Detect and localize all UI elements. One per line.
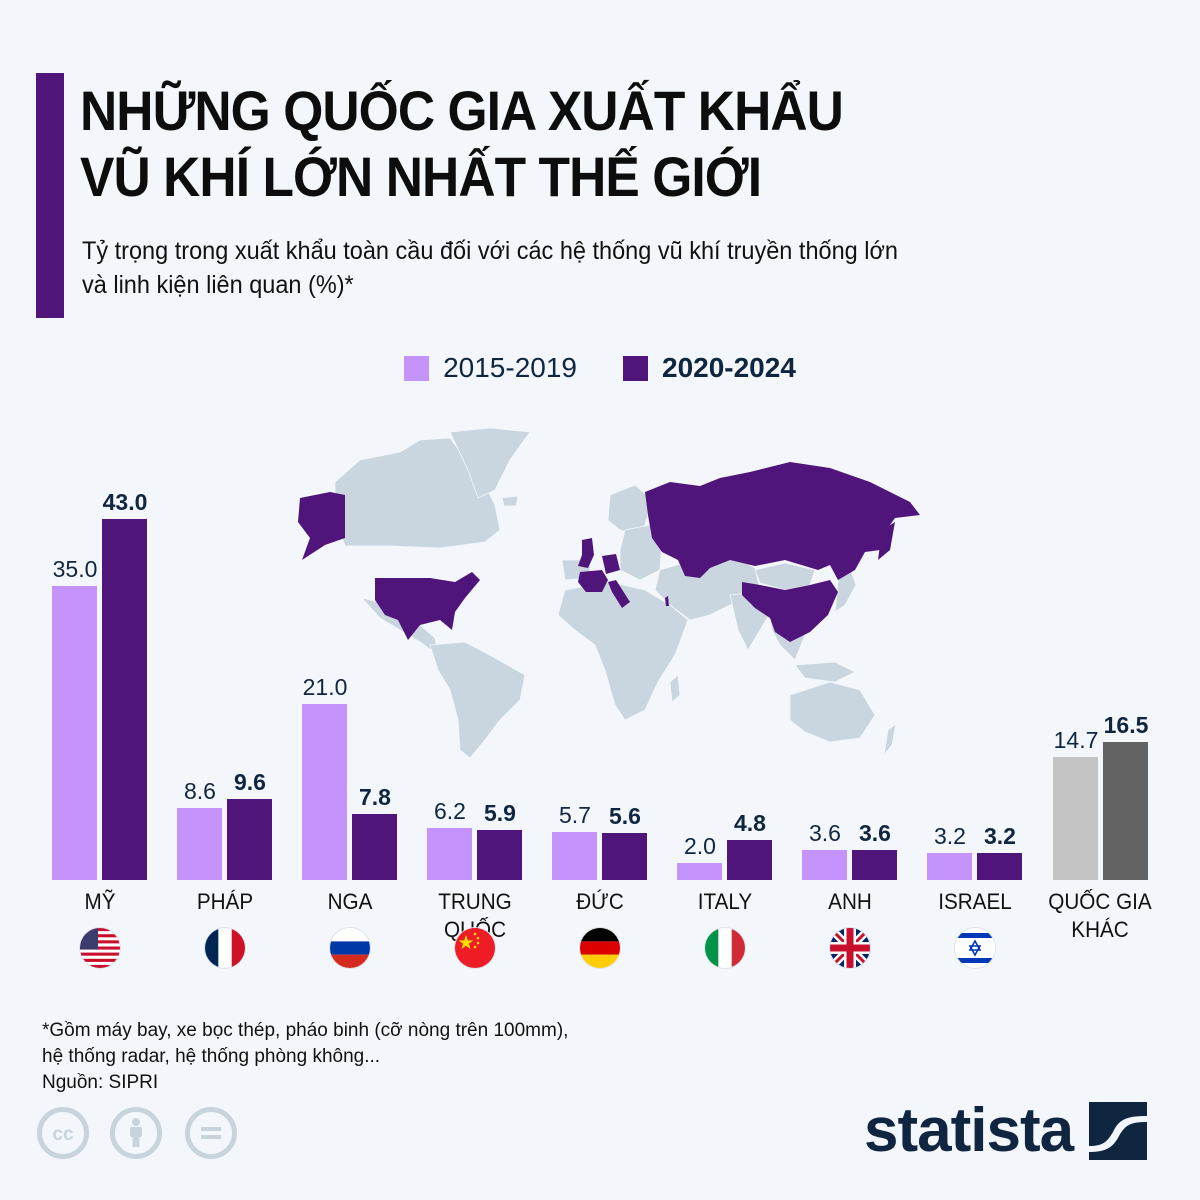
bar-italy-2015-2019[interactable] [677, 863, 722, 880]
subtitle: Tỷ trọng trong xuất khẩu toàn cầu đối vớ… [82, 234, 1097, 302]
us-flag-icon [80, 928, 120, 968]
category-label-trung-quoc: TRUNG QUỐC [438, 889, 512, 942]
bar-phap-2020-2024[interactable] [227, 799, 272, 880]
bar-nga-2015-2019[interactable] [302, 704, 347, 880]
uk-flag-icon [830, 928, 870, 968]
value-label: 43.0 [102, 489, 148, 515]
value-label: 5.6 [609, 803, 641, 829]
bar-anh-2015-2019[interactable] [802, 850, 847, 880]
bar-israel-2020-2024[interactable] [977, 853, 1022, 880]
footnote-line-1: *Gồm máy bay, xe bọc thép, pháo binh (cỡ… [42, 1020, 569, 1041]
value-label: 5.7 [559, 802, 591, 828]
value-label: 3.6 [809, 820, 841, 846]
category-label-italy: ITALY [697, 889, 753, 914]
value-label: 9.6 [234, 769, 266, 795]
title-accent-bar [36, 73, 64, 318]
bar-my-2020-2024[interactable] [102, 519, 147, 880]
category-label-anh: ANH [828, 889, 872, 914]
value-label: 4.8 [734, 810, 766, 836]
category-label-my: MỸ [84, 889, 116, 914]
subtitle-line-2: và linh kiện liên quan (%)* [82, 271, 354, 299]
legend-label: 2020-2024 [662, 352, 796, 383]
value-label: 6.2 [434, 798, 466, 824]
italy-flag-icon [705, 928, 745, 968]
bar-duc-2020-2024[interactable] [602, 833, 647, 880]
world-map [298, 427, 920, 759]
russia-flag-icon [330, 928, 370, 968]
value-label: 2.0 [684, 833, 716, 859]
bar-other-2015-2019[interactable] [1053, 757, 1098, 880]
bar-israel-2015-2019[interactable] [927, 853, 972, 880]
value-label: 16.5 [1103, 712, 1149, 738]
attribution-icon[interactable] [110, 1107, 162, 1159]
category-label-line: KHÁC [1071, 917, 1129, 942]
bar-duc-2015-2019[interactable] [552, 832, 597, 880]
value-label: 7.8 [359, 784, 391, 810]
source-label: Nguồn: SIPRI [42, 1072, 159, 1093]
page-title: NHỮNG QUỐC GIA XUẤT KHẨU VŨ KHÍ LỚN NHẤT… [80, 78, 1074, 210]
value-label: 35.0 [52, 556, 98, 582]
footnote: *Gồm máy bay, xe bọc thép, pháo binh (cỡ… [42, 1018, 742, 1096]
bar-trung-quoc-2015-2019[interactable] [427, 828, 472, 880]
bar-italy-2020-2024[interactable] [727, 840, 772, 880]
legend-swatch-2015-2019 [404, 355, 430, 381]
bar-anh-2020-2024[interactable] [852, 850, 897, 880]
no-derivatives-icon[interactable] [185, 1107, 237, 1159]
footnote-line-2: hệ thống radar, hệ thống phòng không... [42, 1046, 381, 1067]
category-label-duc: ĐỨC [576, 889, 624, 914]
germany-flag-icon [580, 928, 620, 968]
legend-item-2015-2019[interactable]: 2015-2019 [404, 352, 577, 384]
category-label-israel: ISRAEL [938, 889, 1012, 914]
legend-swatch-2020-2024 [623, 355, 648, 381]
category-label-nga: NGA [327, 889, 373, 914]
bar-nga-2020-2024[interactable] [352, 814, 397, 880]
value-label: 5.9 [484, 800, 516, 826]
legend-label: 2015-2019 [443, 352, 577, 383]
bar-my-2015-2019[interactable] [52, 586, 97, 880]
statista-mark-icon [1089, 1102, 1148, 1160]
highlighted-countries [298, 462, 920, 642]
statista-logo[interactable]: statista [864, 1096, 1148, 1165]
category-label-line: QUỐC GIA [1048, 889, 1152, 914]
category-label-phap: PHÁP [196, 889, 254, 914]
category-label-other: QUỐC GIA KHÁC [1030, 888, 1171, 944]
france-flag-icon [205, 928, 245, 968]
legend: 2015-2019 2020-2024 [0, 352, 1200, 384]
title-line-2: VŨ KHÍ LỚN NHẤT THẾ GIỚI [80, 145, 762, 208]
subtitle-line-1: Tỷ trọng trong xuất khẩu toàn cầu đối vớ… [82, 237, 898, 265]
brand-name: statista [864, 1096, 1074, 1165]
value-label: 8.6 [184, 778, 216, 804]
bar-phap-2015-2019[interactable] [177, 808, 222, 880]
title-line-1: NHỮNG QUỐC GIA XUẤT KHẨU [80, 79, 844, 142]
china-flag-icon [455, 928, 495, 968]
value-label: 3.6 [859, 820, 891, 846]
bar-trung-quoc-2020-2024[interactable] [477, 830, 522, 880]
svg-text:cc: cc [52, 1124, 74, 1145]
value-label: 3.2 [934, 823, 966, 849]
legend-item-2020-2024[interactable]: 2020-2024 [623, 352, 796, 384]
cc-icon[interactable]: cc [37, 1107, 89, 1159]
value-label: 14.7 [1053, 727, 1099, 753]
value-label: 3.2 [984, 823, 1016, 849]
bar-other-2020-2024[interactable] [1103, 742, 1148, 880]
israel-flag-icon [955, 928, 995, 968]
